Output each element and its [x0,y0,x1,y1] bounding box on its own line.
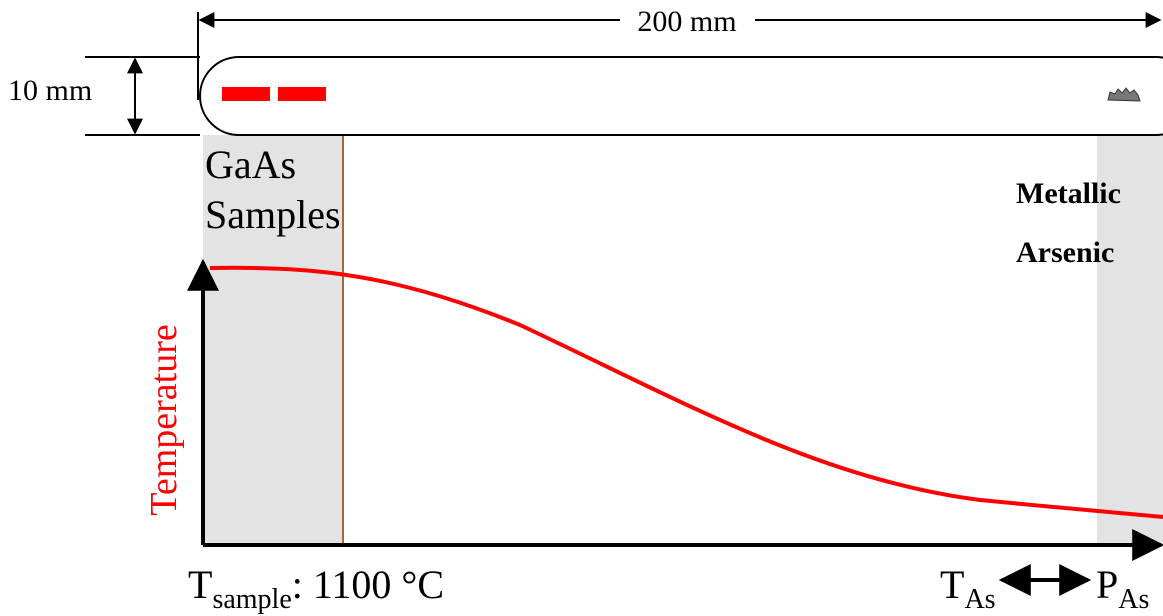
arsenic-label: Arsenic [1016,236,1114,269]
samples-label: Samples [205,192,341,237]
arsenic-temperature: TAs [940,562,996,615]
arsenic-label: Metallic [1016,177,1121,210]
symbol: P [1096,562,1118,607]
label-bg [620,6,755,36]
subscript: As [964,584,995,615]
subscript: As [1118,584,1149,615]
subscript: sample [212,584,291,615]
value: : 1100 °C [292,562,444,607]
y-axis-label: Temperature [143,324,185,515]
sample-temperature: Tsample: 1100 °C [188,562,444,615]
temperature-curve [209,265,1163,519]
gaas-sample [278,87,326,101]
sample-zone [203,135,343,545]
symbol: T [940,562,964,607]
diameter-label: 10 mm [8,74,92,107]
arsenic-zone [1097,135,1163,545]
arsenic-source [1107,87,1141,102]
samples-label: GaAs [205,142,296,187]
gaas-sample [222,87,270,101]
length-label: 200 mm [637,5,736,38]
symbol: T [188,562,212,607]
arsenic-pressure: PAs [1096,562,1149,615]
quartz-tube [199,56,1163,136]
